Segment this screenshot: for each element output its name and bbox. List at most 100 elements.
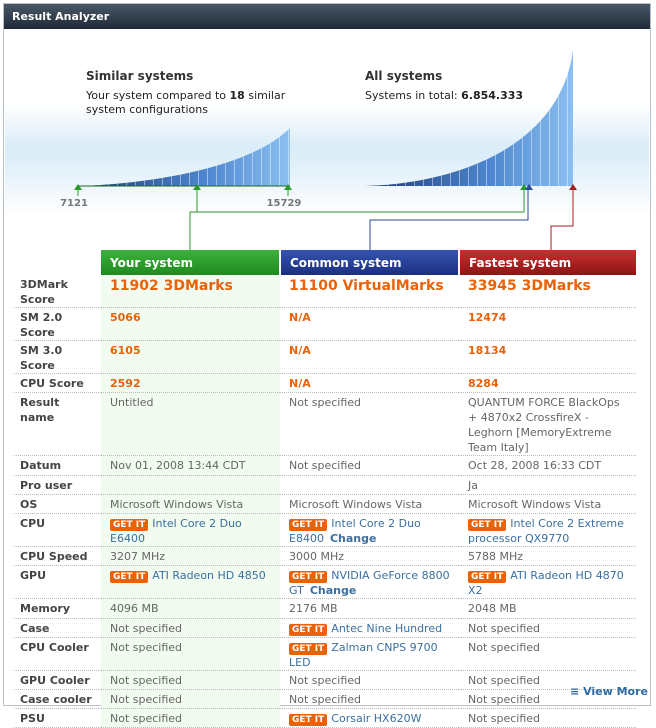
get-it-button[interactable]: GET IT xyxy=(110,519,149,531)
row: CPU Speed 3207 MHz 3000 MHz 5788 MHz xyxy=(14,546,636,566)
product-link[interactable]: NVIDIA GeForce 8800 GT xyxy=(289,569,450,597)
cell: GET IT Antec Nine Hundred xyxy=(280,618,459,638)
row-label: Pro user xyxy=(14,475,101,495)
product-link[interactable]: Corsair HX620W xyxy=(331,712,422,725)
cell: 4096 MB xyxy=(101,598,280,619)
cell-text: 33945 3DMarks xyxy=(468,278,591,294)
similar-text: Your system compared to 18 similar xyxy=(86,89,285,102)
cell: N/A xyxy=(280,373,459,393)
panel-header: Result Analyzer xyxy=(4,4,650,29)
row: CPU Cooler Not specified GET IT Zalman CNPS… xyxy=(14,637,636,671)
markers xyxy=(77,188,574,250)
cell: Microsoft Windows Vista xyxy=(280,494,459,514)
get-it-button[interactable]: GET IT xyxy=(289,643,328,655)
text: Systems in total: xyxy=(365,89,458,102)
get-it-button[interactable]: GET IT xyxy=(289,624,328,636)
row: CPU GET IT Intel Core 2 Duo E6400 GET IT Int… xyxy=(14,513,636,547)
cell: GET IT Intel Core 2 Duo E6400 xyxy=(101,513,280,547)
row: Datum Nov 01, 2008 13:44 CDT Not specified… xyxy=(14,455,636,476)
product-link[interactable]: Antec Nine Hundred xyxy=(331,622,443,635)
cell: Not specified xyxy=(280,392,459,456)
row-label: Case xyxy=(14,618,101,638)
cell: Not specified xyxy=(101,637,280,671)
product-link[interactable]: Intel Core 2 Extreme processor QX9770 xyxy=(468,517,624,545)
link-text[interactable]: View More xyxy=(583,685,648,698)
cell-text: 3207 MHz xyxy=(110,550,166,563)
cell: Untitled xyxy=(101,392,280,456)
cell: N/A xyxy=(280,307,459,341)
cell-text: Not specified xyxy=(289,674,362,687)
cell: Microsoft Windows Vista xyxy=(101,494,280,514)
change-link[interactable]: Change xyxy=(329,532,377,545)
cell: 5066 xyxy=(101,307,280,341)
get-it-button[interactable]: GET IT xyxy=(289,571,328,583)
row-label: PSU xyxy=(14,708,101,728)
cell: Not specified xyxy=(459,618,636,638)
view-more-link[interactable]: ≡ View More xyxy=(570,685,648,698)
row: PSU Not specified GET IT Corsair HX620W Not … xyxy=(14,708,636,728)
row-label: OS xyxy=(14,494,101,514)
cell: GET IT ATI Radeon HD 4850 xyxy=(101,565,280,599)
cell-text: 5066 xyxy=(110,311,141,324)
cell-text: Oct 28, 2008 16:33 CDT xyxy=(468,459,602,472)
get-it-button[interactable]: GET IT xyxy=(289,519,328,531)
cell: 8284 xyxy=(459,373,636,393)
cell-text: Microsoft Windows Vista xyxy=(468,498,602,511)
change-link[interactable]: Change xyxy=(309,584,357,597)
product-link[interactable]: Intel Core 2 Duo E6400 xyxy=(110,517,242,545)
row: GPU Cooler Not specified Not specified Not … xyxy=(14,670,636,690)
product-link[interactable]: ATI Radeon HD 4870 X2 xyxy=(468,569,624,597)
row-label: CPU xyxy=(14,513,101,547)
cell-text: 18134 xyxy=(468,344,507,357)
cell-text: QUANTUM FORCE BlackOps + 4870x2 Crossfir… xyxy=(468,396,620,454)
cell: Not specified xyxy=(101,708,280,728)
column-header: Your system xyxy=(101,250,281,275)
count: 18 xyxy=(229,89,245,102)
cell: 2048 MB xyxy=(459,598,636,619)
cell: 12474 xyxy=(459,307,636,341)
cell-text: Not specified xyxy=(110,622,183,635)
row-label: CPU Cooler xyxy=(14,637,101,671)
cell: GET IT Corsair HX620W xyxy=(280,708,459,728)
marker-heads xyxy=(74,184,577,190)
cell: GET IT ATI Radeon HD 4870 X2 xyxy=(459,565,636,599)
cell-text: Not specified xyxy=(110,641,183,654)
product-link[interactable]: Intel Core 2 Duo E8400 xyxy=(289,517,421,545)
blank xyxy=(14,250,101,275)
cell: GET IT Intel Core 2 Extreme processor QX9… xyxy=(459,513,636,547)
row-label: GPU xyxy=(14,565,101,599)
product-link[interactable]: ATI Radeon HD 4850 xyxy=(152,569,266,582)
row-label: GPU Cooler xyxy=(14,670,101,690)
cell: Not specified xyxy=(280,455,459,476)
cell-text: Not specified xyxy=(289,396,362,409)
row: SM 3.0 Score 6105 N/A 18134 xyxy=(14,340,636,374)
get-it-button[interactable]: GET IT xyxy=(468,519,507,531)
cell-text: 12474 xyxy=(468,311,507,324)
cell-text: Untitled xyxy=(110,396,154,409)
cell: Not specified xyxy=(459,637,636,671)
cell-text: Ja xyxy=(468,479,478,492)
cell-text: Nov 01, 2008 13:44 CDT xyxy=(110,459,246,472)
cell: Not specified xyxy=(280,689,459,709)
cell-text: Not specified xyxy=(468,712,541,725)
cell: Not specified xyxy=(101,618,280,638)
get-it-button[interactable]: GET IT xyxy=(468,571,507,583)
page: Result Analyzer 7121 15729 Similar syste… xyxy=(3,3,651,728)
product-link[interactable]: Zalman CNPS 9700 LED xyxy=(289,641,438,669)
cell: Not specified xyxy=(459,708,636,728)
cell: Not specified xyxy=(280,670,459,690)
cell-text: Not specified xyxy=(289,693,362,706)
cell-text: 2592 xyxy=(110,377,141,390)
cell-text: 6105 xyxy=(110,344,141,357)
cell: QUANTUM FORCE BlackOps + 4870x2 Crossfir… xyxy=(459,392,636,456)
cell: Not specified xyxy=(459,670,636,690)
cell-text: Microsoft Windows Vista xyxy=(289,498,423,511)
cell-text: 8284 xyxy=(468,377,499,390)
text: similar xyxy=(248,89,286,102)
row-label: CPU Score xyxy=(14,373,101,393)
cell: Not specified xyxy=(459,689,636,709)
cell: Nov 01, 2008 13:44 CDT xyxy=(101,455,280,476)
comparison-table: Your system Common system Fastest system… xyxy=(14,250,636,728)
get-it-button[interactable]: GET IT xyxy=(110,571,149,583)
get-it-button[interactable]: GET IT xyxy=(289,714,328,726)
